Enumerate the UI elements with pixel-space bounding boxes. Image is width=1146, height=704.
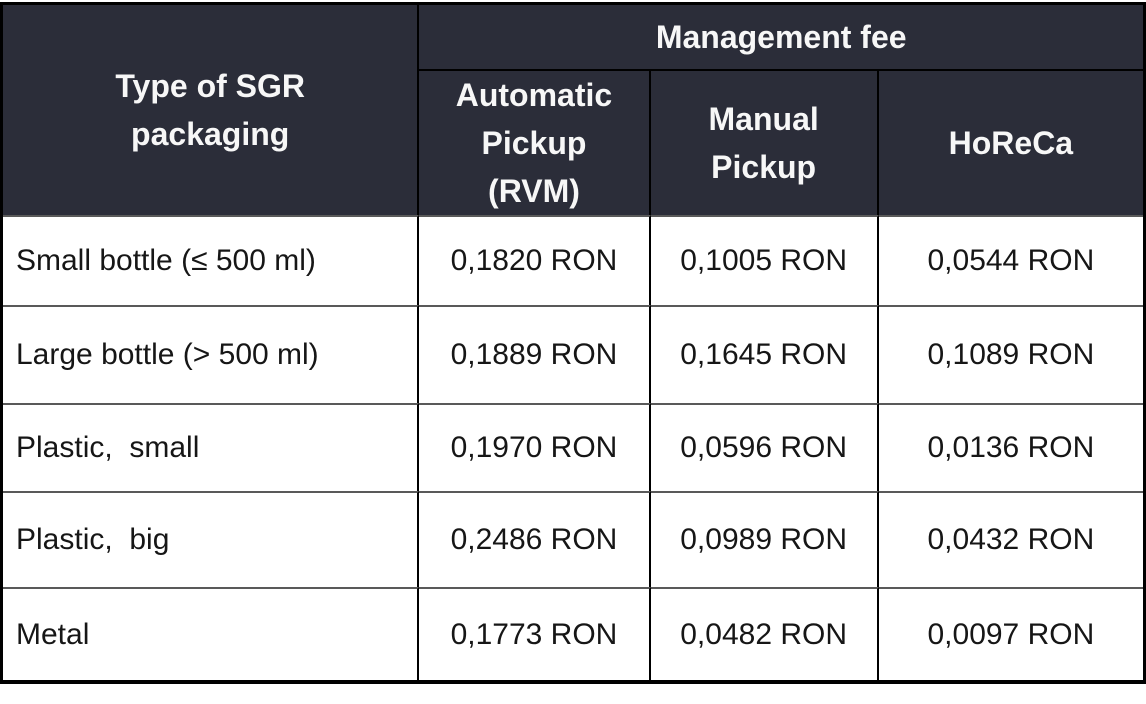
row-label-metal: Metal [3, 587, 420, 680]
fee-value: 0,1773 RON [419, 587, 651, 680]
header-row-subcolumns: Automatic Pickup (RVM) Manual Pickup HoR… [3, 71, 1143, 215]
row-label-large-bottle: Large bottle (> 500 ml) [3, 305, 420, 403]
fee-value: 0,1089 RON [878, 305, 1143, 403]
header-management-fee: Management fee [419, 5, 1143, 71]
header-horeca: HoReCa [878, 71, 1143, 215]
fee-value: 0,0544 RON [878, 215, 1143, 305]
row-label-plastic-big: Plastic, big [3, 491, 420, 587]
fee-value: 0,2486 RON [419, 491, 651, 587]
fee-value: 0,1970 RON [419, 403, 651, 491]
table-row-plastic-small: Plastic, small 0,1970 RON 0,0596 RON 0,0… [3, 403, 1143, 491]
fee-value: 0,1889 RON [419, 305, 651, 403]
row-label-small-bottle: Small bottle (≤ 500 ml) [3, 215, 420, 305]
header-type-of-sgr-packaging: Type of SGR packaging [3, 5, 420, 215]
fee-value: 0,0482 RON [650, 587, 879, 680]
header-row-group: Type of SGR packaging Management fee [3, 5, 1143, 215]
fee-value: 0,0596 RON [650, 403, 879, 491]
fee-value: 0,1005 RON [650, 215, 879, 305]
table-row-small-bottle: Small bottle (≤ 500 ml) 0,1820 RON 0,100… [3, 215, 1143, 305]
fee-value: 0,0097 RON [878, 587, 1143, 680]
fee-value: 0,1820 RON [419, 215, 651, 305]
header-automatic-pickup-rvm: Automatic Pickup (RVM) [419, 71, 651, 215]
fee-value: 0,0989 RON [650, 491, 879, 587]
fee-value: 0,1645 RON [650, 305, 879, 403]
table-row-large-bottle: Large bottle (> 500 ml) 0,1889 RON 0,164… [3, 305, 1143, 403]
header-manual-pickup: Manual Pickup [650, 71, 879, 215]
fee-value: 0,0432 RON [878, 491, 1143, 587]
fee-value: 0,0136 RON [878, 403, 1143, 491]
row-label-plastic-small: Plastic, small [3, 403, 420, 491]
table-row-plastic-big: Plastic, big 0,2486 RON 0,0989 RON 0,043… [3, 491, 1143, 587]
table-row-metal: Metal 0,1773 RON 0,0482 RON 0,0097 RON [3, 587, 1143, 680]
management-fee-table: Type of SGR packaging Management fee Aut… [0, 2, 1146, 684]
